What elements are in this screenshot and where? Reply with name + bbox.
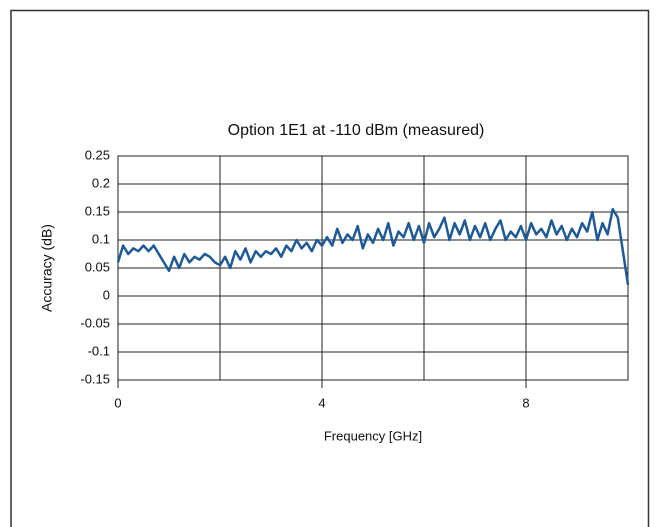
x-tick-label: 0 bbox=[114, 395, 121, 410]
y-tick-label: -0.1 bbox=[88, 343, 110, 358]
y-tick-label: 0.25 bbox=[85, 147, 110, 162]
chart-title: Option 1E1 at -110 dBm (measured) bbox=[228, 122, 485, 139]
y-tick-label: 0.1 bbox=[92, 231, 110, 246]
y-tick-label: 0.15 bbox=[85, 203, 110, 218]
x-tick-label: 8 bbox=[522, 395, 529, 410]
y-tick-label: -0.05 bbox=[80, 315, 110, 330]
y-tick-label: 0.2 bbox=[92, 175, 110, 190]
y-axis-label: Accuracy (dB) bbox=[39, 224, 55, 312]
x-axis-label: Frequency [GHz] bbox=[324, 428, 422, 443]
y-tick-label: 0 bbox=[103, 287, 110, 302]
x-tick-label: 4 bbox=[318, 395, 325, 410]
y-tick-label: 0.05 bbox=[85, 259, 110, 274]
y-tick-label: -0.15 bbox=[80, 371, 110, 386]
data-line bbox=[116, 207, 630, 285]
frame bbox=[10, 9, 650, 527]
